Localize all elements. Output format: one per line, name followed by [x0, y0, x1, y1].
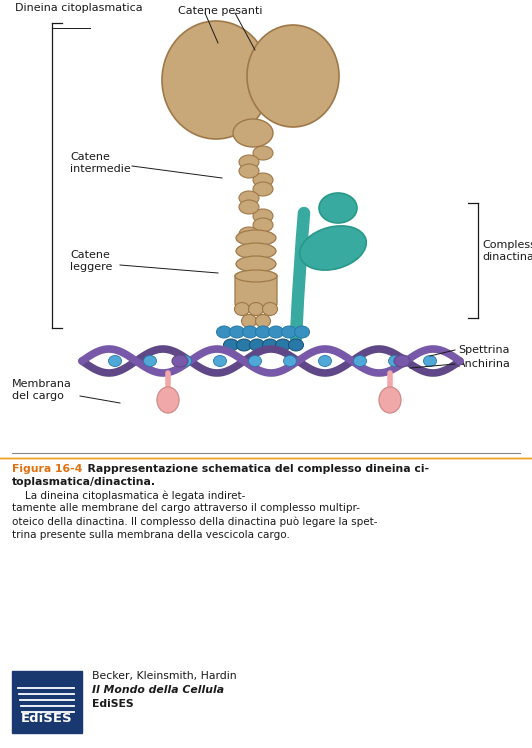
Ellipse shape — [236, 243, 276, 259]
Text: Catene
leggere: Catene leggere — [70, 250, 112, 272]
Ellipse shape — [379, 387, 401, 413]
Ellipse shape — [162, 21, 270, 139]
Ellipse shape — [157, 387, 179, 413]
Ellipse shape — [243, 326, 257, 338]
Text: Anchirina: Anchirina — [458, 359, 511, 369]
Ellipse shape — [179, 355, 192, 367]
Text: Catene pesanti: Catene pesanti — [178, 6, 262, 16]
Ellipse shape — [253, 173, 273, 187]
Ellipse shape — [319, 193, 357, 223]
Ellipse shape — [236, 230, 276, 246]
Text: Membrana
del cargo: Membrana del cargo — [12, 379, 72, 401]
Ellipse shape — [388, 355, 402, 367]
Ellipse shape — [394, 355, 410, 367]
Ellipse shape — [262, 339, 278, 351]
Text: Rappresentazione schematica del complesso dineina ci-: Rappresentazione schematica del compless… — [80, 464, 429, 474]
Ellipse shape — [250, 339, 264, 351]
Ellipse shape — [423, 355, 436, 367]
Ellipse shape — [239, 155, 259, 169]
Ellipse shape — [239, 164, 259, 178]
Text: EdiSES: EdiSES — [92, 699, 134, 709]
Ellipse shape — [253, 218, 273, 232]
Ellipse shape — [233, 119, 273, 147]
Text: Il Mondo della Cellula: Il Mondo della Cellula — [92, 685, 224, 695]
Ellipse shape — [144, 355, 156, 367]
Ellipse shape — [236, 256, 276, 272]
Ellipse shape — [281, 326, 296, 338]
Ellipse shape — [255, 314, 270, 328]
Ellipse shape — [223, 339, 238, 351]
Ellipse shape — [109, 355, 121, 367]
Text: Complesso
dinactina: Complesso dinactina — [482, 240, 532, 262]
FancyBboxPatch shape — [12, 671, 82, 733]
Ellipse shape — [253, 209, 273, 223]
Text: Spettrina: Spettrina — [458, 345, 510, 355]
Ellipse shape — [353, 355, 367, 367]
Text: Figura 16-4: Figura 16-4 — [12, 464, 82, 474]
Ellipse shape — [239, 200, 259, 214]
Ellipse shape — [255, 326, 270, 338]
Ellipse shape — [248, 355, 262, 367]
Ellipse shape — [262, 302, 278, 316]
Text: La dineina citoplasmatica è legata indiret-
tamente alle membrane del cargo attr: La dineina citoplasmatica è legata indir… — [12, 490, 378, 539]
Ellipse shape — [239, 191, 259, 205]
Ellipse shape — [284, 355, 296, 367]
Text: Dineina citoplasmatica: Dineina citoplasmatica — [15, 3, 143, 13]
Text: Becker, Kleinsmith, Hardin: Becker, Kleinsmith, Hardin — [92, 671, 237, 681]
Ellipse shape — [288, 339, 303, 351]
Ellipse shape — [300, 226, 367, 270]
Ellipse shape — [247, 25, 339, 127]
Ellipse shape — [248, 302, 263, 316]
Ellipse shape — [276, 339, 290, 351]
Ellipse shape — [269, 326, 284, 338]
Text: EdiSES: EdiSES — [21, 712, 73, 725]
Ellipse shape — [253, 182, 273, 196]
Ellipse shape — [295, 326, 310, 338]
Text: Catene
intermedie: Catene intermedie — [70, 152, 131, 174]
Ellipse shape — [237, 339, 252, 351]
Ellipse shape — [235, 302, 250, 316]
Text: toplasmatica/dinactina.: toplasmatica/dinactina. — [12, 477, 156, 487]
Ellipse shape — [319, 355, 331, 367]
Ellipse shape — [242, 314, 256, 328]
Ellipse shape — [239, 227, 259, 241]
Ellipse shape — [217, 326, 231, 338]
Ellipse shape — [213, 355, 227, 367]
Ellipse shape — [235, 270, 277, 282]
FancyBboxPatch shape — [235, 274, 277, 306]
Ellipse shape — [253, 146, 273, 160]
Ellipse shape — [229, 326, 245, 338]
Ellipse shape — [172, 355, 188, 367]
